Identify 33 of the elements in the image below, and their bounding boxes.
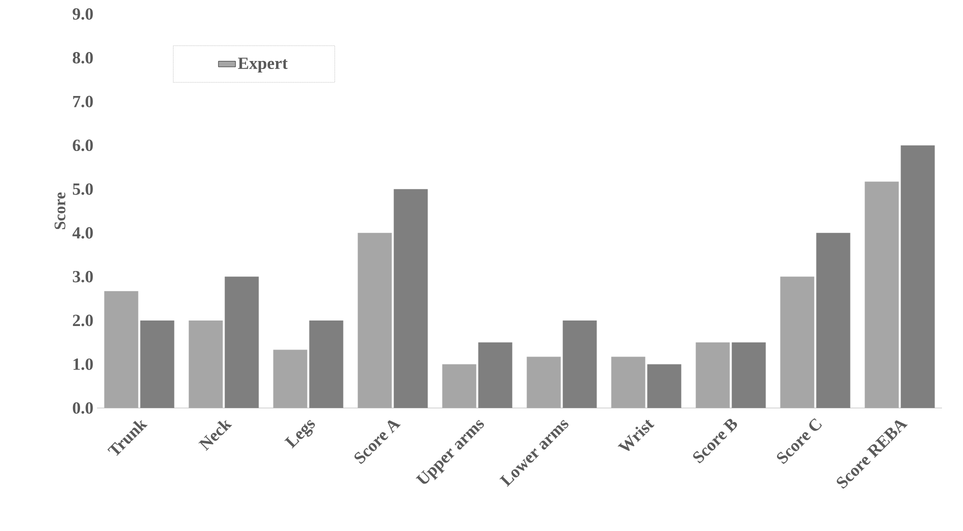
bar: [864, 182, 899, 408]
bar: [696, 342, 730, 408]
bar: [140, 320, 174, 408]
bar: [358, 232, 392, 408]
bar: [611, 356, 646, 408]
bar: [816, 232, 850, 408]
y-tick-label: 5.0: [72, 183, 93, 195]
y-tick-label: 6.0: [72, 140, 93, 152]
bar: [188, 320, 223, 408]
y-tick-label: 7.0: [73, 96, 93, 108]
bar: [562, 320, 597, 408]
bar: [780, 276, 814, 408]
bar: [442, 364, 476, 408]
legend-label: Expert: [238, 58, 288, 72]
bar: [309, 320, 344, 408]
bar: [732, 342, 766, 408]
y-tick-label: 2.0: [72, 314, 93, 326]
y-tick-label: 1.0: [74, 358, 93, 370]
bar: [224, 276, 259, 408]
bar: [478, 342, 512, 408]
bar: [900, 145, 935, 408]
bar: [526, 356, 561, 408]
bar: [394, 189, 428, 408]
y-tick-label: 0.0: [72, 402, 93, 414]
x-tick-label: Legs: [284, 420, 315, 449]
bar: [273, 350, 308, 408]
y-tick-label: 8.0: [72, 52, 93, 64]
y-tick-label: 9.0: [72, 8, 93, 20]
bar: [647, 364, 682, 408]
y-axis-title: Score: [54, 192, 66, 230]
bar: [104, 291, 138, 408]
y-tick-label: 3.0: [72, 270, 93, 282]
y-tick-label: 4.0: [72, 227, 93, 239]
